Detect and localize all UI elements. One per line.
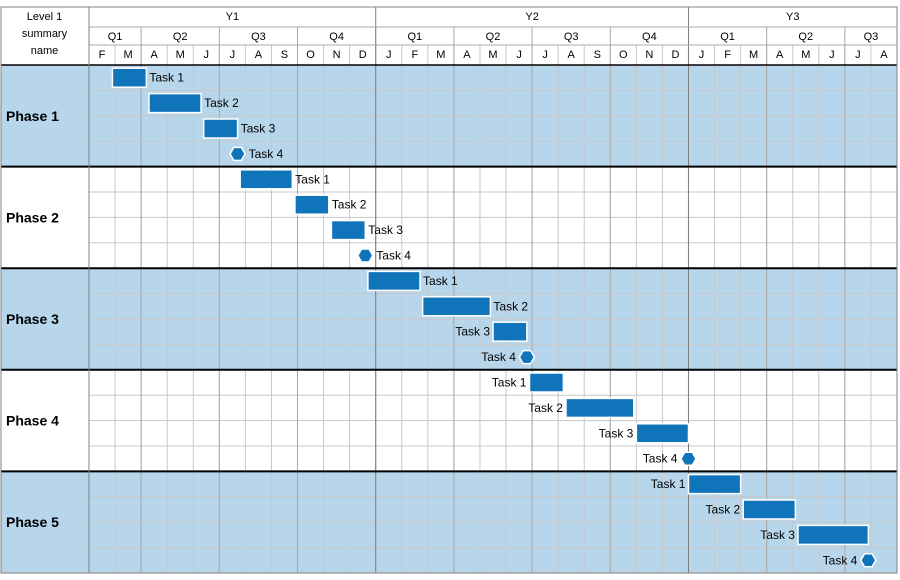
month-label: J	[699, 49, 705, 61]
task-bar	[202, 118, 239, 139]
month-label: M	[488, 49, 497, 61]
task-bar	[528, 372, 565, 393]
task-bar	[797, 524, 870, 546]
month-label: J	[204, 49, 210, 61]
task-bar	[148, 92, 202, 114]
task-bar	[330, 219, 367, 241]
chart-border	[0, 6, 898, 574]
task-label: Task 3	[760, 528, 795, 542]
task-label: Task 2	[332, 198, 367, 212]
month-label: M	[176, 49, 185, 61]
month-label: A	[463, 49, 471, 61]
year-label: Y2	[525, 11, 538, 23]
task-label: Task 1	[149, 71, 184, 85]
quarter-label: Q1	[720, 31, 735, 43]
month-label: J	[516, 49, 522, 61]
phase-name: Phase 2	[6, 209, 59, 225]
month-label: A	[255, 49, 263, 61]
task-label: Task 4	[823, 553, 858, 567]
milestone-marker	[680, 451, 697, 466]
month-label: A	[776, 49, 784, 61]
task-label: Task 3	[368, 223, 403, 237]
phase-name: Phase 4	[6, 413, 59, 429]
task-label: Task 4	[481, 350, 516, 364]
month-label: O	[619, 49, 628, 61]
task-bar	[421, 296, 492, 317]
task-bar	[492, 321, 528, 342]
milestone-marker	[229, 146, 246, 162]
task-bar	[635, 423, 690, 444]
task-bar	[687, 473, 742, 495]
task-bar	[111, 67, 148, 88]
task-bar	[294, 194, 330, 215]
task-label: Task 2	[528, 401, 563, 415]
task-label: Task 3	[599, 426, 634, 440]
month-label: M	[436, 49, 445, 61]
task-label: Task 1	[423, 274, 458, 288]
quarter-label: Q4	[329, 31, 344, 43]
milestone-marker	[356, 248, 374, 263]
task-bar	[367, 270, 421, 292]
month-label: F	[411, 49, 418, 61]
quarter-label: Q2	[486, 31, 501, 43]
summary-header-label: Level 1 summary name	[22, 11, 68, 57]
quarter-label: Q1	[108, 31, 123, 43]
month-label: S	[281, 49, 288, 61]
phase-name: Phase 5	[6, 514, 59, 530]
task-bar	[565, 397, 635, 419]
phase-name: Phase 3	[6, 311, 59, 327]
quarter-label: Q3	[864, 31, 879, 43]
task-label: Task 2	[493, 299, 528, 313]
task-label: Task 4	[376, 249, 411, 263]
month-label: N	[645, 49, 653, 61]
month-label: J	[855, 49, 861, 61]
task-label: Task 1	[651, 477, 686, 491]
milestone-marker	[859, 553, 877, 568]
quarter-label: Q3	[251, 31, 266, 43]
task-bar	[742, 499, 797, 520]
month-label: J	[230, 49, 236, 61]
phase-name: Phase 1	[6, 108, 59, 124]
task-label: Task 4	[249, 147, 284, 161]
month-label: A	[150, 49, 158, 61]
task-label: Task 1	[295, 172, 330, 186]
month-label: F	[99, 49, 106, 61]
year-label: Y3	[786, 11, 799, 23]
task-label: Task 2	[706, 503, 741, 517]
task-label: Task 1	[492, 376, 527, 390]
month-label: J	[542, 49, 548, 61]
month-label: S	[594, 49, 601, 61]
task-label: Task 3	[241, 122, 276, 136]
month-label: O	[306, 49, 315, 61]
year-label: Y1	[226, 11, 239, 23]
task-label: Task 2	[204, 96, 239, 110]
quarter-label: Q4	[642, 31, 657, 43]
month-label: M	[124, 49, 133, 61]
month-label: F	[724, 49, 731, 61]
month-label: M	[801, 49, 810, 61]
month-label: A	[568, 49, 576, 61]
task-bar	[239, 169, 294, 190]
task-label: Task 4	[643, 452, 678, 466]
quarter-label: Q1	[407, 31, 422, 43]
quarter-label: Q3	[564, 31, 579, 43]
month-label: N	[333, 49, 341, 61]
quarter-label: Q2	[798, 31, 813, 43]
month-label: D	[359, 49, 367, 61]
month-label: A	[880, 49, 888, 61]
month-label: M	[749, 49, 758, 61]
task-label: Task 3	[455, 325, 490, 339]
month-label: J	[386, 49, 392, 61]
milestone-marker	[518, 349, 536, 365]
month-label: J	[829, 49, 835, 61]
quarter-label: Q2	[173, 31, 188, 43]
month-label: D	[671, 49, 679, 61]
